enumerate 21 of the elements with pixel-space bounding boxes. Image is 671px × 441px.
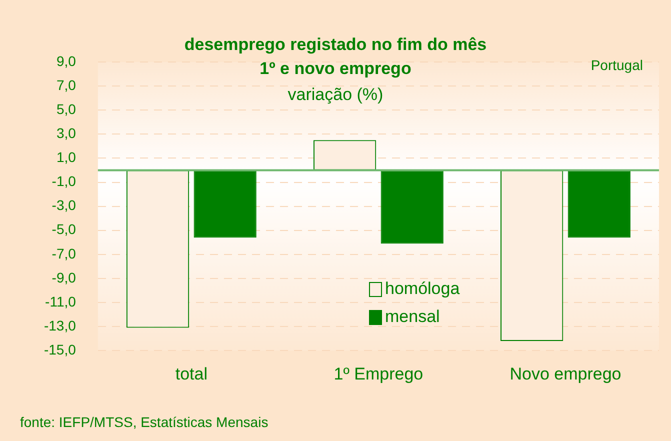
y-tick-label: -5,0	[52, 221, 76, 238]
x-tick-label: 1º Emprego	[334, 364, 424, 384]
x-tick-label: total	[175, 364, 208, 384]
y-tick-label: -9,0	[52, 269, 76, 286]
y-tick-label: -15,0	[44, 341, 76, 358]
y-tick-label: 5,0	[56, 100, 76, 117]
y-tick-label: 3,0	[56, 125, 76, 142]
y-tick-label: 1,0	[56, 149, 76, 166]
text: variação (%)	[288, 85, 384, 104]
y-tick-label: -11,0	[45, 293, 76, 310]
y-tick-label: -13,0	[44, 317, 76, 334]
annotation: Portugal	[590, 57, 643, 73]
legend-label: homóloga	[385, 278, 460, 300]
y-tick-label: -3,0	[52, 197, 76, 214]
y-tick-label: -1,0	[52, 173, 76, 190]
legend-label: mensal	[385, 306, 440, 328]
x-tick-label: Novo emprego	[510, 364, 622, 384]
y-tick-label: -7,0	[52, 245, 76, 262]
y-tick-label: 7,0	[56, 76, 76, 93]
y-tick-label: 9,0	[56, 52, 76, 69]
source-note: fonte: IEFP/MTSS, Estatísticas Mensais	[20, 414, 268, 430]
